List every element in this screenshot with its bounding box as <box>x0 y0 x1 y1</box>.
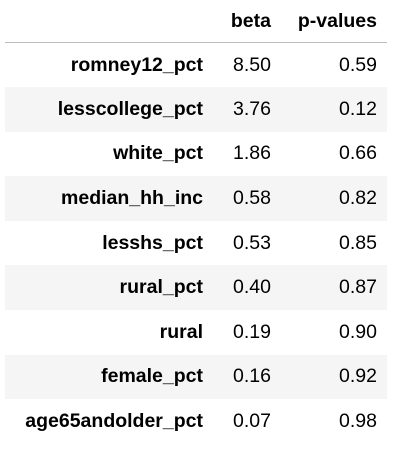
table-row: female_pct 0.16 0.92 <box>5 354 387 400</box>
row-index-label: median_hh_inc <box>61 187 203 210</box>
beta-cell: 0.40 <box>233 276 271 299</box>
row-index-label: lesscollege_pct <box>57 97 203 120</box>
beta-cell: 3.76 <box>233 97 271 120</box>
row-index-label: rural_pct <box>119 276 203 299</box>
table-row: age65andolder_pct 0.07 0.98 <box>5 399 387 444</box>
row-index-label: romney12_pct <box>70 53 203 76</box>
beta-cell: 0.58 <box>233 187 271 210</box>
p-value-cell: 0.82 <box>339 187 377 210</box>
p-value-cell: 0.12 <box>339 97 377 120</box>
beta-cell: 8.50 <box>233 53 271 76</box>
beta-cell: 1.86 <box>233 142 271 165</box>
dataframe-output: beta p-values romney12_pct 8.50 0.59 les… <box>5 0 387 444</box>
table-row: rural 0.19 0.90 <box>5 310 387 355</box>
table-row: rural_pct 0.40 0.87 <box>5 265 387 311</box>
table-header: beta p-values <box>5 0 387 43</box>
table-row: lesscollege_pct 3.76 0.12 <box>5 87 387 132</box>
p-value-cell: 0.85 <box>339 231 377 254</box>
p-value-cell: 0.66 <box>339 142 377 165</box>
row-index-label: lesshs_pct <box>102 231 203 254</box>
row-index-label: age65andolder_pct <box>25 410 203 433</box>
header-row: beta p-values <box>5 0 387 43</box>
table-row: median_hh_inc 0.58 0.82 <box>5 176 387 221</box>
table-row: white_pct 1.86 0.66 <box>5 131 387 177</box>
beta-cell: 0.07 <box>233 410 271 433</box>
index-header <box>5 0 213 43</box>
column-header-p-values: p-values <box>281 0 387 43</box>
p-value-cell: 0.90 <box>339 320 377 343</box>
results-table: beta p-values romney12_pct 8.50 0.59 les… <box>5 0 387 444</box>
table-body: romney12_pct 8.50 0.59 lesscollege_pct 3… <box>5 42 387 444</box>
row-index-label: white_pct <box>113 142 203 165</box>
p-value-cell: 0.92 <box>339 365 377 388</box>
row-index-label: female_pct <box>101 365 203 388</box>
beta-cell: 0.16 <box>233 365 271 388</box>
beta-cell: 0.19 <box>233 320 271 343</box>
table-row: lesshs_pct 0.53 0.85 <box>5 220 387 266</box>
table-row: romney12_pct 8.50 0.59 <box>5 42 387 88</box>
p-value-cell: 0.59 <box>339 53 377 76</box>
row-index-label: rural <box>159 320 203 343</box>
column-header-beta: beta <box>213 0 281 43</box>
beta-cell: 0.53 <box>233 231 271 254</box>
p-value-cell: 0.87 <box>339 276 377 299</box>
p-value-cell: 0.98 <box>339 410 377 433</box>
